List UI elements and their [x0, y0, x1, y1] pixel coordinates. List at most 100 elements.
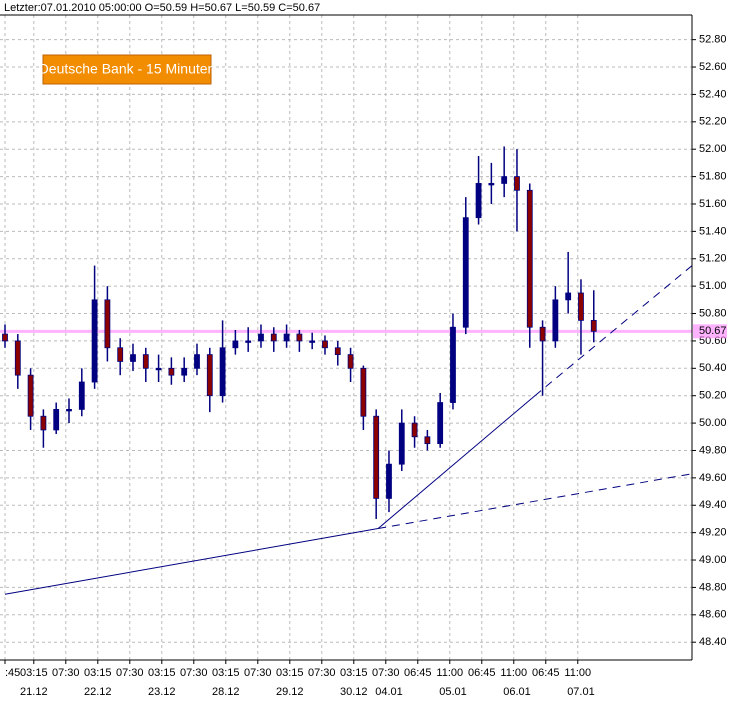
- date-label: 05.01: [439, 686, 467, 698]
- date-label: 28.12: [212, 686, 240, 698]
- candle-body: [232, 340, 239, 349]
- y-tick-label: 50.20: [699, 390, 727, 402]
- candle-body: [206, 354, 213, 397]
- x-tick-label: 07:30: [308, 667, 336, 679]
- candle-body: [578, 292, 584, 321]
- x-tick-label: 07:30: [372, 667, 400, 679]
- chart-title: Deutsche Bank - 15 Minuten: [39, 61, 216, 77]
- y-tick-label: 50.80: [699, 307, 727, 319]
- candle-body: [437, 402, 444, 445]
- candle-body: [590, 319, 597, 332]
- price-label-box: [693, 324, 727, 339]
- y-tick-label: 49.60: [699, 472, 727, 484]
- candle-body: [424, 436, 431, 445]
- y-tick-label: 49.80: [699, 444, 727, 456]
- x-tick-label: 03:15: [148, 667, 176, 679]
- candle-body: [155, 367, 162, 371]
- y-tick-label: 51.60: [699, 198, 727, 210]
- x-tick-label: 03:15: [20, 667, 48, 679]
- y-tick-label: 51.20: [699, 253, 727, 265]
- date-label: 06.01: [503, 686, 531, 698]
- x-tick-label: :45: [5, 667, 20, 679]
- candle-body: [296, 333, 303, 342]
- candle-body: [2, 333, 8, 342]
- candle-body: [258, 333, 264, 342]
- date-label: 29.12: [276, 686, 304, 698]
- date-label: 21.12: [20, 686, 48, 698]
- candle-body: [181, 367, 188, 376]
- header: Letzter:07.01.2010 05:00:00 O=50.59 H=50…: [4, 2, 320, 14]
- candle-body: [411, 422, 418, 438]
- date-label: 04.01: [375, 686, 403, 698]
- candle-body: [450, 326, 456, 403]
- candle-body: [322, 340, 328, 349]
- candle-body: [53, 408, 60, 431]
- candle-body: [488, 183, 495, 186]
- x-tick-label: 07:30: [52, 667, 80, 679]
- x-tick-label: 03:15: [212, 667, 240, 679]
- candle-body: [334, 347, 341, 356]
- date-label: 23.12: [148, 686, 176, 698]
- y-tick-label: 52.40: [699, 88, 727, 100]
- candle-body: [142, 354, 149, 369]
- candle-body: [283, 333, 290, 342]
- candle-body: [309, 340, 316, 343]
- y-tick-label: 51.40: [699, 225, 727, 237]
- x-tick-label: 07:30: [244, 667, 272, 679]
- y-tick-label: 48.80: [699, 581, 727, 593]
- x-tick-label: 03:15: [340, 667, 368, 679]
- candle-body: [539, 326, 546, 342]
- candle-body: [27, 374, 34, 417]
- candle-body: [66, 408, 72, 412]
- y-tick-label: 49.20: [699, 527, 727, 539]
- y-tick-label: 50.00: [699, 417, 727, 429]
- x-tick-label: 11:00: [564, 667, 591, 679]
- candle-body: [386, 463, 392, 499]
- date-label: 07.01: [567, 686, 595, 698]
- candle-body: [475, 183, 482, 219]
- y-tick-label: 51.80: [699, 170, 727, 182]
- candle-body: [360, 367, 367, 417]
- candle-body: [552, 299, 559, 342]
- x-tick-label: 06:45: [468, 667, 496, 679]
- x-tick-label: 06:45: [404, 667, 432, 679]
- y-tick-label: 52.00: [699, 143, 727, 155]
- candle-body: [347, 354, 354, 369]
- y-tick-label: 52.20: [699, 116, 727, 128]
- date-label: 30.12: [340, 686, 368, 698]
- candle-body: [514, 176, 520, 191]
- candle-body: [270, 333, 277, 342]
- x-tick-label: 06:45: [532, 667, 560, 679]
- y-tick-label: 48.40: [699, 636, 727, 648]
- y-tick-label: 49.40: [699, 499, 727, 511]
- candle-body: [373, 415, 380, 499]
- candle-body: [130, 354, 136, 362]
- x-tick-label: 07:30: [180, 667, 208, 679]
- x-tick-label: 11:00: [500, 667, 527, 679]
- candle-body: [104, 299, 111, 349]
- price-label: 50.67: [699, 325, 727, 337]
- candle-body: [78, 381, 85, 410]
- x-tick-label: 03:15: [84, 667, 112, 679]
- y-tick-label: 49.00: [699, 554, 727, 566]
- trendline: [377, 395, 536, 529]
- title-box: [42, 54, 212, 85]
- x-tick-label: 03:15: [276, 667, 304, 679]
- trendline: [4, 528, 379, 595]
- x-tick-label: 07:30: [116, 667, 144, 679]
- trendline: [534, 265, 693, 397]
- y-tick-label: 50.40: [699, 362, 727, 374]
- y-tick-label: 48.60: [699, 609, 727, 621]
- candle-body: [501, 176, 508, 184]
- candle-body: [117, 347, 124, 362]
- candle-body: [245, 340, 252, 343]
- candle-body: [526, 189, 533, 328]
- trendline: [378, 473, 693, 530]
- candle-body: [219, 347, 226, 397]
- candle-body: [462, 217, 469, 328]
- candle-body: [194, 354, 200, 369]
- date-label: 22.12: [84, 686, 112, 698]
- candle-body: [398, 422, 405, 465]
- y-tick-label: 52.60: [699, 61, 727, 73]
